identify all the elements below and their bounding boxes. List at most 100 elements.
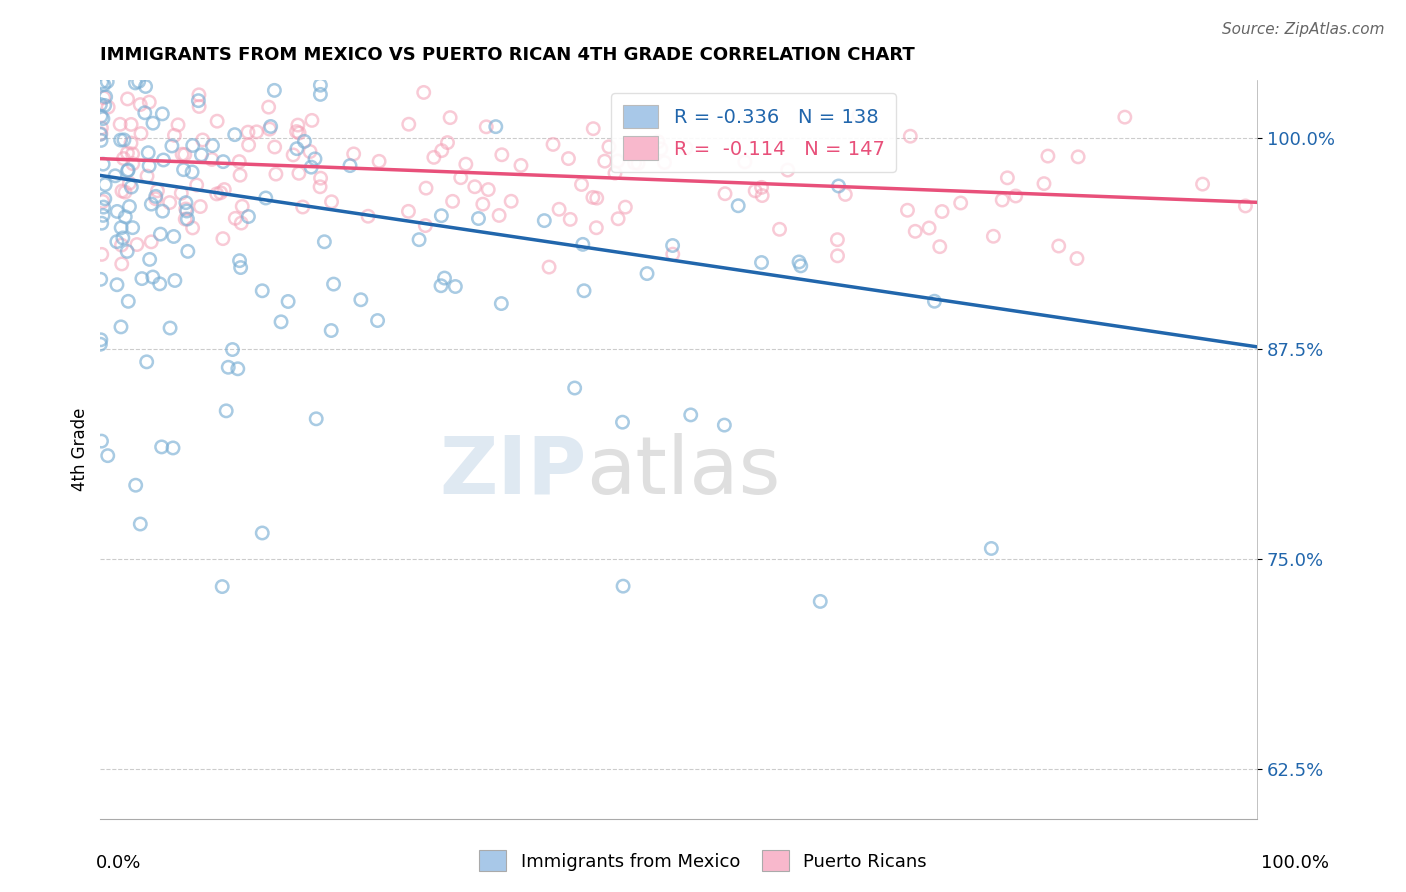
Point: [541, 137, 564, 152]
Point: [167, 118, 190, 132]
Point: [111, 47, 134, 62]
Point: [322, 277, 344, 291]
Point: [647, 135, 669, 149]
Y-axis label: 4th Grade: 4th Grade: [72, 408, 89, 491]
Point: [163, 128, 186, 143]
Point: [173, 162, 195, 177]
Point: [90, 120, 112, 135]
Point: [176, 204, 198, 219]
Point: [751, 180, 773, 194]
Point: [288, 166, 311, 180]
Point: [201, 153, 224, 167]
Point: [995, 170, 1018, 185]
Point: [661, 247, 683, 261]
Legend: Immigrants from Mexico, Puerto Ricans: Immigrants from Mexico, Puerto Ricans: [472, 843, 934, 879]
Point: [834, 187, 856, 202]
Point: [263, 83, 285, 97]
Point: [1191, 177, 1213, 191]
Point: [117, 294, 139, 309]
Point: [928, 240, 950, 254]
Point: [125, 478, 148, 492]
Point: [134, 105, 156, 120]
Point: [181, 221, 204, 235]
Point: [1004, 189, 1026, 203]
Point: [128, 74, 150, 88]
Point: [371, 60, 394, 74]
Point: [627, 156, 650, 170]
Point: [89, 128, 111, 142]
Point: [288, 126, 311, 140]
Point: [827, 233, 849, 247]
Point: [89, 97, 111, 112]
Point: [475, 120, 498, 134]
Point: [291, 200, 314, 214]
Point: [110, 238, 132, 252]
Point: [90, 127, 112, 141]
Point: [661, 238, 683, 252]
Point: [1234, 199, 1257, 213]
Point: [430, 209, 453, 223]
Point: [145, 192, 167, 206]
Point: [679, 408, 702, 422]
Point: [149, 227, 172, 241]
Point: [612, 415, 634, 429]
Point: [636, 267, 658, 281]
Point: [93, 78, 115, 92]
Point: [298, 145, 321, 159]
Point: [299, 160, 322, 174]
Point: [121, 147, 143, 161]
Point: [593, 154, 616, 169]
Point: [217, 360, 239, 375]
Point: [713, 418, 735, 433]
Point: [118, 176, 141, 190]
Point: [231, 216, 253, 230]
Point: [90, 109, 112, 123]
Point: [173, 147, 195, 161]
Point: [357, 209, 380, 223]
Point: [94, 90, 117, 104]
Point: [93, 200, 115, 214]
Point: [1033, 177, 1056, 191]
Point: [294, 135, 316, 149]
Point: [263, 140, 285, 154]
Point: [827, 249, 849, 263]
Point: [238, 210, 260, 224]
Point: [90, 272, 112, 286]
Point: [110, 319, 132, 334]
Point: [111, 231, 134, 245]
Point: [120, 180, 142, 194]
Point: [464, 179, 486, 194]
Text: 100.0%: 100.0%: [1261, 855, 1329, 872]
Point: [305, 412, 328, 426]
Point: [931, 204, 953, 219]
Point: [980, 541, 1002, 556]
Point: [477, 183, 499, 197]
Point: [162, 441, 184, 455]
Point: [205, 114, 228, 128]
Point: [90, 63, 112, 78]
Point: [918, 221, 941, 235]
Point: [135, 355, 157, 369]
Point: [212, 232, 235, 246]
Point: [105, 277, 128, 292]
Point: [141, 235, 163, 249]
Text: Source: ZipAtlas.com: Source: ZipAtlas.com: [1222, 22, 1385, 37]
Point: [108, 117, 131, 131]
Point: [103, 47, 125, 62]
Point: [314, 235, 336, 249]
Point: [120, 136, 142, 150]
Point: [159, 47, 181, 62]
Point: [368, 154, 391, 169]
Point: [538, 260, 561, 274]
Point: [252, 526, 274, 541]
Point: [114, 210, 136, 224]
Point: [205, 186, 228, 201]
Point: [136, 145, 159, 160]
Point: [129, 127, 152, 141]
Point: [226, 361, 249, 376]
Point: [572, 284, 595, 298]
Point: [614, 200, 637, 214]
Point: [1067, 150, 1090, 164]
Point: [181, 138, 204, 153]
Point: [485, 120, 508, 134]
